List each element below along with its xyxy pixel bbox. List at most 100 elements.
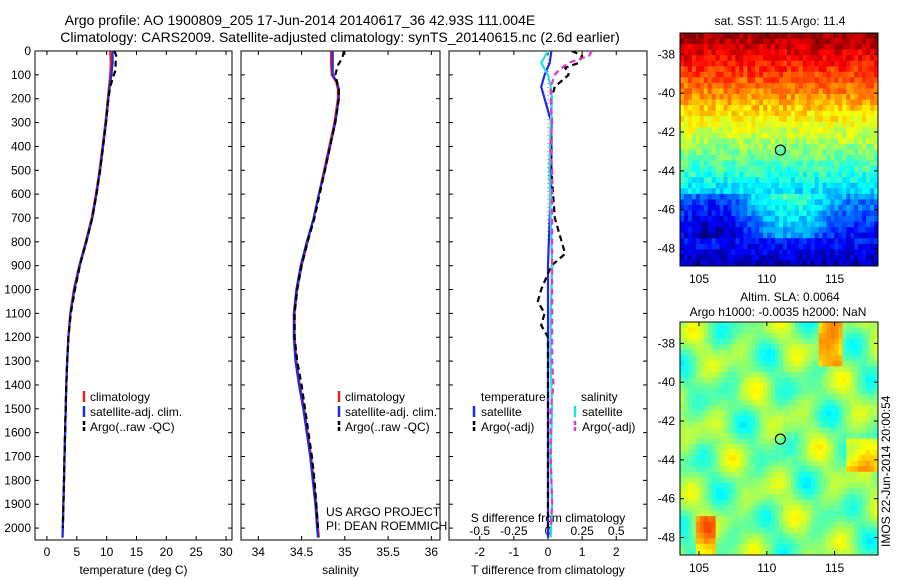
x-tick-label: 34: [252, 545, 266, 559]
x-tick-label: -1: [509, 545, 520, 559]
credit-line1: US ARGO PROJECT: [326, 505, 441, 519]
y-tick-label: -38: [658, 336, 676, 350]
y-tick-label: 1500: [4, 402, 31, 416]
legend-label: Argo(..raw -QC): [345, 420, 430, 434]
top-x-tick-label: 0.25: [570, 524, 594, 538]
salinity-argo-adj--line: [549, 51, 593, 529]
legend-title: salinity: [581, 390, 618, 404]
x-tick-label: 36: [425, 545, 439, 559]
legend-title: temperature: [481, 390, 546, 404]
salinity-profile-panel: 34 34.5 35 35.5 36 salinity climatologysatelli…: [240, 50, 441, 577]
y-tick-label: 1600: [4, 426, 31, 440]
x-axis-label: salinity: [322, 563, 359, 577]
legend-label: Argo(-adj): [481, 420, 534, 434]
y-tick-label: 1800: [4, 473, 31, 487]
y-tick-label: 300: [11, 116, 31, 130]
plot-frame: [240, 50, 441, 541]
y-tick-label: 500: [11, 163, 31, 177]
y-tick-label: -42: [658, 414, 676, 428]
x-tick-label: 0: [44, 545, 51, 559]
x-tick-label: 1: [579, 545, 586, 559]
y-tick-label: -44: [658, 453, 676, 467]
argo-raw-qc--line: [61, 51, 118, 529]
map-frame: [679, 321, 879, 556]
y-tick-label: 1900: [4, 497, 31, 511]
x-tick-label: 115: [825, 561, 844, 575]
y-tick-label: 1400: [4, 378, 31, 392]
legend-label: climatology: [345, 390, 405, 404]
legend-label: climatology: [90, 390, 150, 404]
plot-frame: [34, 50, 233, 541]
x-tick-label: 25: [190, 545, 204, 559]
y-tick-label: 1200: [4, 330, 31, 344]
legend-label: satellite: [481, 405, 522, 419]
y-tick-label: 1700: [4, 450, 31, 464]
legend-label: satellite: [582, 405, 623, 419]
x-tick-label: 30: [219, 545, 233, 559]
temperature-argo-adj--line: [536, 51, 584, 529]
x-tick-label: 105: [689, 272, 709, 286]
y-tick-label: -40: [658, 375, 676, 389]
y-tick-label: -42: [658, 125, 676, 139]
y-tick-label: 900: [11, 259, 31, 273]
y-tick-label: 200: [11, 92, 31, 106]
y-tick-label: -46: [658, 203, 676, 217]
x-tick-label: 10: [100, 545, 114, 559]
top-x-tick-label: 0.5: [608, 524, 625, 538]
heatmap-cells: [680, 322, 878, 555]
x-tick-label: -2: [474, 545, 485, 559]
sla-map-subtitle: Argo h1000: -0.0035 h2000: NaN: [690, 305, 867, 319]
header-line2: Climatology: CARS2009. Satellite-adjuste…: [60, 29, 620, 45]
x-tick-label: 105: [689, 561, 709, 575]
argo-position-marker: [774, 144, 786, 156]
x-tick-label: 5: [73, 545, 80, 559]
x-tick-label: 2: [613, 545, 620, 559]
x-tick-label: 35: [338, 545, 352, 559]
y-tick-label: -40: [658, 86, 676, 100]
x-tick-label: 34.5: [290, 545, 314, 559]
sla-map-title: Altim. SLA: 0.0064: [740, 290, 840, 304]
sst-map-title: sat. SST: 11.5 Argo: 11.4: [715, 14, 846, 28]
x-axis-label: temperature (deg C): [79, 563, 187, 577]
x-tick-label: 110: [757, 561, 776, 575]
legend-label: Argo(..raw -QC): [90, 420, 175, 434]
x-axis-label: T difference from climatology: [471, 563, 625, 577]
legend-label: satellite-adj. clim.: [90, 405, 182, 419]
sla-map-panel: 105 110 115 -38 -40 -42 -44 -46 -48: [658, 321, 879, 575]
x-tick-label: 35.5: [376, 545, 400, 559]
x-tick-label: 20: [160, 545, 174, 559]
y-tick-label: 100: [11, 68, 31, 82]
x-tick-label: 15: [130, 545, 144, 559]
argo-raw-qc--line: [293, 51, 346, 529]
y-tick-label: -48: [658, 242, 676, 256]
y-tick-label: 600: [11, 187, 31, 201]
y-tick-label: 1300: [4, 354, 31, 368]
legend-label: satellite-adj. clim.: [345, 405, 437, 419]
y-tick-label: 700: [11, 211, 31, 225]
y-tick-label: 800: [11, 235, 31, 249]
temperature-profile-panel: 0100200300400500600700800900100011001200…: [4, 44, 233, 577]
y-tick-label: 1000: [4, 283, 31, 297]
timestamp-label: IMOS 22-Jun-2014 20:00:54: [879, 395, 893, 547]
header-line1: Argo profile: AO 1900809_205 17-Jun-2014…: [65, 12, 535, 28]
y-tick-label: 1100: [5, 306, 31, 320]
x-tick-label: 115: [825, 272, 844, 286]
argo-position-marker: [774, 433, 786, 445]
difference-profile-panel: -2 -1 0 1 2 T difference from climatology -0.5…: [448, 50, 648, 577]
x-tick-label: 110: [757, 272, 776, 286]
top-x-tick-label: -0.25: [500, 524, 528, 538]
y-tick-label: 0: [24, 44, 31, 58]
sst-map-panel: 105 110 115 -38 -40 -42 -44 -46 -48: [658, 32, 879, 286]
y-tick-label: -48: [658, 531, 676, 545]
y-tick-label: -44: [658, 164, 676, 178]
y-tick-label: -38: [658, 47, 676, 61]
top-x-tick-label: -0.5: [469, 524, 490, 538]
credit-line2: PI: DEAN ROEMMICH: [326, 519, 447, 533]
map-frame: [679, 32, 879, 267]
y-tick-label: 2000: [4, 521, 31, 535]
legend-label: Argo(-adj): [582, 420, 635, 434]
y-tick-label: -46: [658, 492, 676, 506]
y-tick-label: 400: [11, 139, 31, 153]
x-tick-label: 0: [545, 545, 552, 559]
